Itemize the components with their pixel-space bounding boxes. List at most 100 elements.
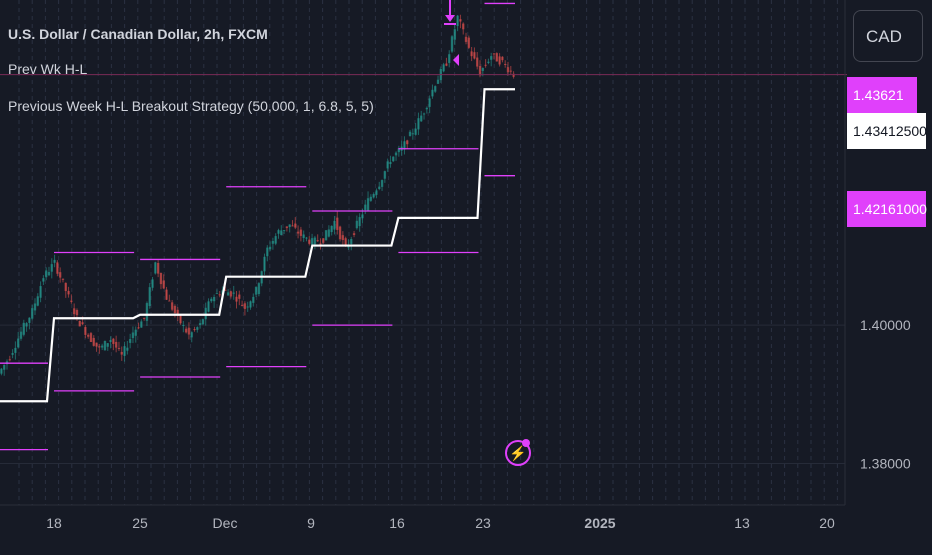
lightning-bolt-icon[interactable]: ⚡ bbox=[505, 440, 531, 466]
candle-body bbox=[296, 231, 300, 234]
candle-body bbox=[414, 128, 417, 135]
candle-body bbox=[263, 256, 266, 272]
candle-body bbox=[98, 346, 101, 348]
indicator-label-prev-wk[interactable]: Prev Wk H-L bbox=[8, 61, 88, 77]
candle-body bbox=[120, 351, 123, 355]
candle-body bbox=[487, 61, 490, 63]
candle-body bbox=[420, 115, 423, 122]
candle-body bbox=[193, 329, 196, 331]
candle-body bbox=[322, 238, 325, 243]
candle-body bbox=[285, 226, 289, 229]
candle-body bbox=[145, 303, 149, 321]
candle-body bbox=[8, 359, 11, 361]
candle-body bbox=[490, 56, 493, 60]
candle-body bbox=[478, 66, 482, 76]
candle-body bbox=[117, 347, 121, 349]
candle-body bbox=[70, 300, 73, 302]
candle-body bbox=[378, 186, 381, 189]
candle-body bbox=[86, 334, 90, 337]
candle-body bbox=[380, 180, 384, 187]
candle-body bbox=[89, 333, 93, 342]
candle-body bbox=[56, 262, 59, 274]
indicator-label-strategy[interactable]: Previous Week H-L Breakout Strategy (50,… bbox=[8, 98, 374, 114]
candle-body bbox=[406, 140, 409, 145]
strategy-line bbox=[0, 88, 515, 403]
candle-body bbox=[190, 332, 193, 338]
candle-body bbox=[11, 353, 14, 355]
candle-body bbox=[386, 161, 389, 169]
candle-body bbox=[196, 327, 199, 330]
candle-body bbox=[114, 341, 118, 348]
candle-body bbox=[238, 294, 241, 299]
currency-button[interactable]: CAD bbox=[853, 10, 923, 62]
x-tick-label: 25 bbox=[132, 515, 148, 531]
strategy-price-tag: 1.43412500 bbox=[847, 113, 927, 149]
candle-body bbox=[198, 323, 202, 326]
candle-body bbox=[333, 220, 336, 230]
candle-body bbox=[450, 36, 454, 52]
candle-body bbox=[168, 300, 171, 302]
candle-body bbox=[39, 286, 42, 298]
candle-body bbox=[341, 235, 345, 240]
candle-body bbox=[436, 79, 440, 84]
candle-body bbox=[235, 296, 238, 302]
candle-body bbox=[142, 317, 146, 319]
candle-body bbox=[448, 54, 451, 63]
candle-body bbox=[16, 338, 20, 348]
candle-body bbox=[352, 233, 356, 236]
candle-body bbox=[344, 238, 347, 246]
candle-body bbox=[210, 298, 213, 302]
candle-body bbox=[123, 346, 126, 356]
candle-body bbox=[176, 309, 179, 315]
candle-body bbox=[431, 89, 434, 97]
candle-body bbox=[112, 338, 115, 344]
candle-body bbox=[338, 226, 342, 240]
candle-body bbox=[33, 303, 37, 311]
lower-band-price-tag: 1.42161000 bbox=[847, 191, 927, 227]
candle-body bbox=[165, 289, 168, 300]
candle-body bbox=[137, 327, 140, 329]
candle-body bbox=[134, 329, 137, 336]
candle-body bbox=[266, 247, 269, 257]
candle-body bbox=[19, 331, 23, 339]
candle-body bbox=[22, 322, 25, 335]
alert-dot-icon bbox=[522, 439, 530, 447]
candle-body bbox=[72, 308, 76, 315]
candle-body bbox=[61, 278, 65, 280]
candle-body bbox=[78, 320, 81, 327]
candle-body bbox=[495, 53, 499, 62]
x-tick-label: 13 bbox=[734, 515, 750, 531]
candle-body bbox=[218, 294, 221, 296]
candle-body bbox=[506, 67, 510, 73]
candle-body bbox=[126, 347, 129, 351]
candle-body bbox=[280, 230, 283, 236]
candle-body bbox=[473, 52, 476, 59]
candle-body bbox=[36, 296, 39, 306]
candle-body bbox=[100, 345, 104, 348]
candle-body bbox=[434, 86, 437, 92]
candle-body bbox=[509, 70, 513, 72]
candle-body bbox=[95, 342, 98, 347]
candle-body bbox=[232, 292, 235, 294]
candle-body bbox=[411, 133, 415, 135]
candle-body bbox=[201, 319, 205, 325]
candle-body bbox=[291, 225, 294, 227]
candle-body bbox=[84, 326, 87, 335]
candle-body bbox=[53, 259, 56, 263]
candle-body bbox=[47, 271, 51, 276]
candle-body bbox=[389, 162, 392, 165]
candle-body bbox=[277, 230, 280, 234]
candle-body bbox=[428, 98, 431, 107]
candle-body bbox=[106, 343, 109, 347]
candle-body bbox=[148, 287, 151, 306]
candle-body bbox=[310, 238, 314, 245]
candle-body bbox=[476, 57, 479, 67]
candle-body bbox=[327, 229, 331, 237]
candle-body bbox=[179, 315, 182, 324]
x-tick-label: 2025 bbox=[584, 515, 615, 531]
candle-body bbox=[492, 53, 496, 55]
candle-body bbox=[358, 217, 361, 227]
candle-body bbox=[464, 36, 468, 42]
